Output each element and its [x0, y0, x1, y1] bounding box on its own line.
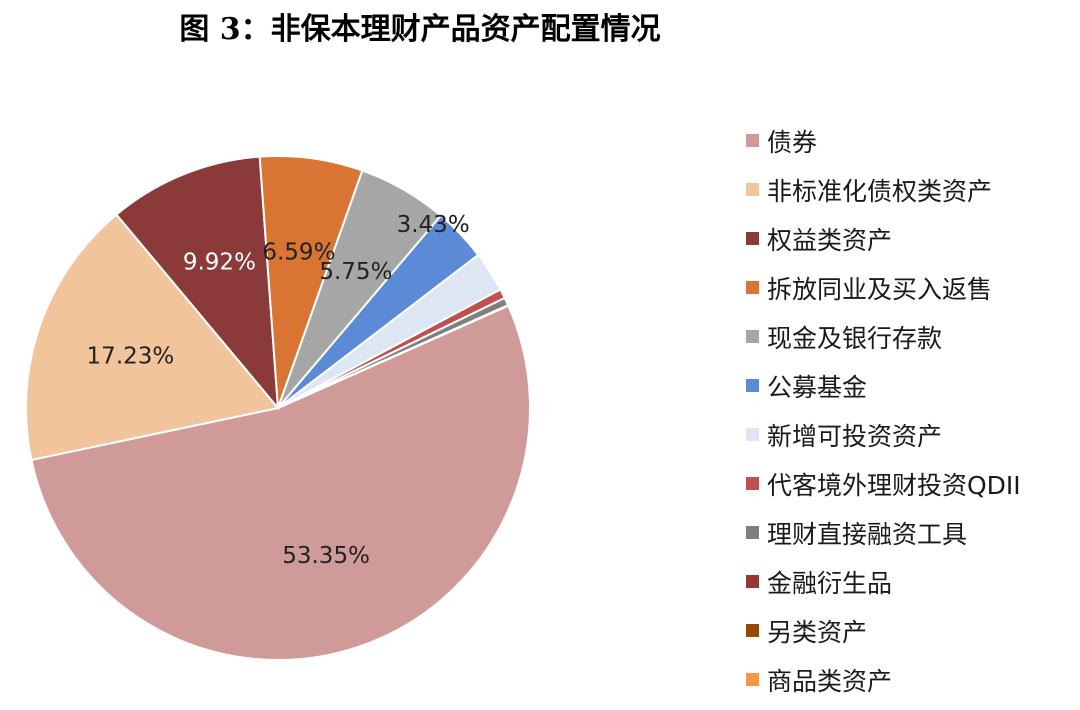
pie-slice-0 — [30, 304, 531, 662]
legend-swatch — [746, 477, 759, 490]
legend-item-3: 拆放同业及买入返售 — [746, 263, 1080, 312]
legend-swatch — [746, 134, 759, 147]
pie-slice-1 — [24, 213, 280, 462]
legend-swatch — [746, 428, 759, 441]
legend-swatch — [746, 183, 759, 196]
data-label-5: 3.43% — [397, 212, 470, 238]
legend-item-9: 金融衍生品 — [746, 557, 1080, 606]
legend-label: 非标准化债权类资产 — [767, 176, 993, 206]
legend-item-6: 新增可投资资产 — [746, 410, 1080, 459]
data-label-4: 5.75% — [319, 259, 392, 285]
legend-item-1: 非标准化债权类资产 — [746, 165, 1080, 214]
legend-label: 商品类资产 — [767, 666, 893, 696]
data-label-1: 17.23% — [87, 343, 175, 369]
legend-label: 公募基金 — [767, 372, 868, 402]
pie-chart: 53.35% 17.23% 9.92% 6.59%5.75%3.43% — [24, 155, 531, 662]
legend-item-4: 现金及银行存款 — [746, 312, 1080, 361]
pie-slice-11 — [277, 304, 510, 409]
legend-item-11: 商品类资产 — [746, 655, 1080, 704]
legend-label: 另类资产 — [767, 617, 868, 647]
legend-item-10: 另类资产 — [746, 606, 1080, 655]
legend-label: 代客境外理财投资QDII — [767, 470, 1021, 500]
legend-label: 现金及银行存款 — [767, 323, 943, 353]
legend-label: 新增可投资资产 — [767, 421, 943, 451]
legend-label: 金融衍生品 — [767, 568, 893, 598]
legend-swatch — [746, 673, 759, 686]
legend-label: 权益类资产 — [767, 225, 893, 255]
legend-label: 债券 — [767, 127, 818, 157]
pie-slice-2 — [115, 155, 280, 412]
chart-title: 图 3：非保本理财产品资产配置情况 — [179, 12, 661, 47]
legend-swatch — [746, 379, 759, 392]
data-label-0: 53.35% — [282, 543, 370, 569]
legend-swatch — [746, 281, 759, 294]
data-label-2: 9.92% — [183, 250, 256, 276]
legend-swatch — [746, 330, 759, 343]
legend-item-0: 债券 — [746, 116, 1080, 165]
legend-label: 拆放同业及买入返售 — [767, 274, 993, 304]
legend-item-8: 理财直接融资工具 — [746, 508, 1080, 557]
legend-swatch — [746, 232, 759, 245]
legend-swatch — [746, 575, 759, 588]
legend-item-2: 权益类资产 — [746, 214, 1080, 263]
legend: 债券非标准化债权类资产 权益类资产拆放同业及买入返售 现金及银行存款 公募基金新增可投… — [746, 116, 1080, 704]
legend-item-7: 代客境外理财投资QDII — [746, 459, 1080, 508]
data-label-3: 6.59% — [262, 240, 335, 266]
legend-item-5: 公募基金 — [746, 361, 1080, 410]
legend-swatch — [746, 624, 759, 637]
legend-swatch — [746, 526, 759, 539]
legend-label: 理财直接融资工具 — [767, 519, 968, 549]
